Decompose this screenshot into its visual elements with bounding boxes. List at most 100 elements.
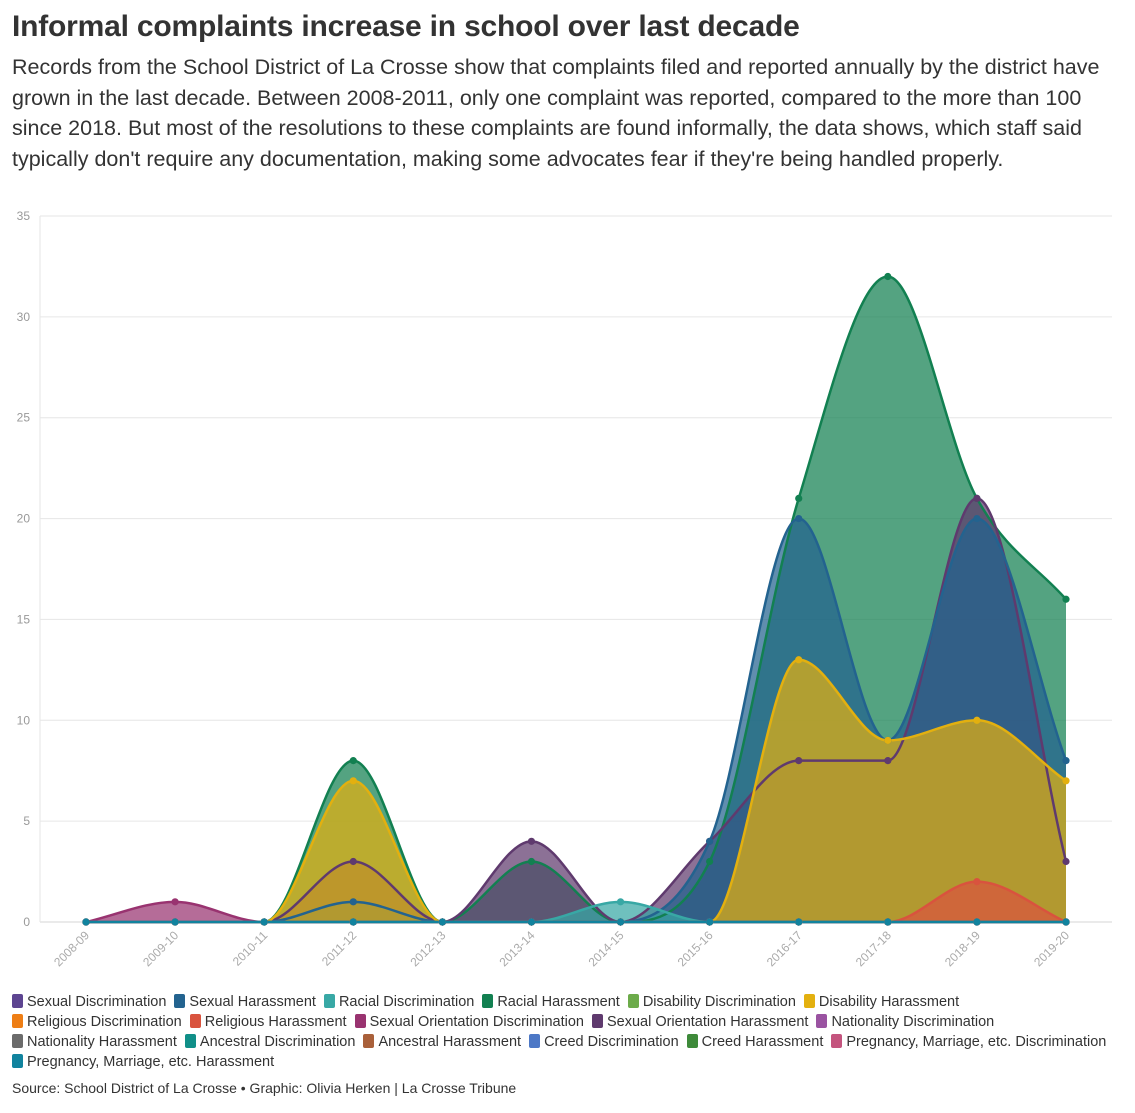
- legend-label: Nationality Harassment: [27, 1034, 177, 1050]
- x-axis-ticks: 2008-09 2009-10 2010-11 2011-12 2012-13 2013-…: [51, 928, 1072, 969]
- legend-swatch: [12, 1014, 23, 1028]
- legend-item-creed-discrimination[interactable]: Creed Discrimination: [529, 1032, 679, 1052]
- point-racial-harassment[interactable]: [795, 494, 803, 502]
- point-sexual-harassment[interactable]: [349, 898, 357, 906]
- legend-item-creed-harassment[interactable]: Creed Harassment: [686, 1032, 823, 1052]
- area-chart: 0 5 10 15 20 25 30 35 2008-09 2009-10 2010-11 2011…: [17, 209, 1112, 969]
- legend-swatch: [12, 994, 23, 1008]
- point-pregnancy-marriage-etc-harassment[interactable]: [438, 918, 446, 926]
- point-sexual-harassment[interactable]: [973, 514, 981, 523]
- legend-item-nationality-discrimination[interactable]: Nationality Discrimination: [816, 1012, 994, 1032]
- point-pregnancy-marriage-etc-harassment[interactable]: [1062, 918, 1070, 926]
- legend-swatch: [831, 1034, 843, 1048]
- point-racial-harassment[interactable]: [706, 857, 714, 866]
- point-racial-discrimination[interactable]: [616, 898, 625, 906]
- x-tick-label: 2011-12: [319, 928, 360, 969]
- y-tick-label: 35: [17, 209, 31, 223]
- point-pregnancy-marriage-etc-harassment[interactable]: [349, 918, 357, 926]
- legend-swatch: [816, 1014, 828, 1028]
- legend-swatch: [174, 994, 186, 1008]
- legend-item-disability-discrimination[interactable]: Disability Discrimination: [627, 992, 796, 1012]
- point-pregnancy-marriage-etc-harassment[interactable]: [706, 918, 714, 926]
- area-religious-harassment: [86, 881, 1066, 922]
- legend-swatch: [803, 994, 815, 1008]
- y-tick-label: 0: [23, 915, 30, 929]
- legend-swatch: [323, 994, 335, 1008]
- point-pregnancy-marriage-etc-harassment[interactable]: [795, 918, 803, 926]
- legend-label: Religious Discrimination: [27, 1014, 182, 1030]
- point-pregnancy-marriage-etc-harassment[interactable]: [527, 918, 536, 926]
- legend-item-sexual-discrimination[interactable]: Sexual Discrimination: [12, 992, 166, 1012]
- y-tick-label: 5: [23, 814, 30, 828]
- legend-label: Ancestral Discrimination: [199, 1034, 356, 1050]
- point-sexual-orientation-harassment[interactable]: [1062, 857, 1070, 866]
- legend-item-pregnancy-marriage-etc-discrimination[interactable]: Pregnancy, Marriage, etc. Discrimination: [831, 1032, 1106, 1052]
- legend-swatch: [184, 1034, 196, 1048]
- legend-item-religious-harassment[interactable]: Religious Harassment: [189, 1012, 347, 1032]
- legend-item-pregnancy-marriage-etc-harassment[interactable]: Pregnancy, Marriage, etc. Harassment: [12, 1052, 274, 1072]
- x-tick-label: 2008-09: [51, 928, 92, 969]
- point-racial-harassment[interactable]: [884, 272, 892, 281]
- source-credit: Source: School District of La Crosse • G…: [12, 1080, 517, 1096]
- point-disability-harassment[interactable]: [1062, 777, 1070, 785]
- legend-label: Religious Harassment: [204, 1014, 347, 1030]
- point-disability-harassment[interactable]: [795, 656, 803, 664]
- x-tick-label: 2014-15: [586, 928, 627, 969]
- point-disability-harassment[interactable]: [884, 736, 892, 745]
- x-tick-label: 2012-13: [407, 928, 448, 969]
- x-tick-label: 2019-20: [1031, 928, 1072, 969]
- point-sexual-orientation-harassment[interactable]: [973, 494, 981, 502]
- point-sexual-orientation-harassment[interactable]: [527, 837, 536, 845]
- point-racial-harassment[interactable]: [349, 757, 357, 765]
- point-pregnancy-marriage-etc-harassment[interactable]: [171, 918, 179, 926]
- legend-label: Sexual Harassment: [189, 994, 316, 1010]
- y-tick-label: 15: [17, 612, 31, 626]
- legend-swatch: [529, 1034, 541, 1048]
- point-sexual-harassment[interactable]: [1062, 757, 1070, 765]
- point-sexual-harassment[interactable]: [706, 837, 714, 845]
- point-pregnancy-marriage-etc-harassment[interactable]: [884, 918, 892, 926]
- area-disability-harassment: [86, 659, 1066, 922]
- x-tick-label: 2013-14: [497, 928, 538, 969]
- legend-item-ancestral-discrimination[interactable]: Ancestral Discrimination: [184, 1032, 356, 1052]
- point-sexual-orientation-harassment[interactable]: [795, 757, 803, 765]
- legend-item-religious-discrimination[interactable]: Religious Discrimination: [12, 1012, 182, 1032]
- point-racial-harassment[interactable]: [1062, 595, 1070, 603]
- x-tick-label: 2015-16: [675, 928, 716, 969]
- legend-swatch: [627, 994, 639, 1008]
- point-pregnancy-marriage-etc-harassment[interactable]: [973, 918, 981, 926]
- point-sexual-orientation-discrimination[interactable]: [171, 898, 179, 906]
- x-tick-label: 2018-19: [942, 928, 983, 969]
- data-points: [82, 272, 1070, 926]
- legend-item-racial-discrimination[interactable]: Racial Discrimination: [323, 992, 474, 1012]
- point-sexual-harassment[interactable]: [795, 514, 803, 523]
- point-racial-harassment[interactable]: [527, 857, 536, 866]
- y-axis-ticks: 0 5 10 15 20 25 30 35: [17, 209, 31, 929]
- point-disability-harassment[interactable]: [973, 716, 981, 724]
- legend-item-ancestral-harassment[interactable]: Ancestral Harassment: [363, 1032, 521, 1052]
- legend-label: Racial Harassment: [497, 994, 620, 1010]
- point-disability-harassment[interactable]: [349, 777, 357, 785]
- legend-label: Creed Discrimination: [544, 1034, 679, 1050]
- point-sexual-orientation-harassment[interactable]: [884, 757, 892, 765]
- legend-swatch: [12, 1054, 23, 1068]
- legend-label: Pregnancy, Marriage, etc. Harassment: [27, 1054, 275, 1070]
- point-pregnancy-marriage-etc-harassment[interactable]: [616, 918, 625, 926]
- point-pregnancy-marriage-etc-harassment[interactable]: [82, 918, 90, 926]
- point-sexual-orientation-harassment[interactable]: [349, 857, 357, 866]
- legend-item-disability-harassment[interactable]: Disability Harassment: [803, 992, 959, 1012]
- legend-label: Disability Discrimination: [642, 994, 796, 1010]
- legend-item-nationality-harassment[interactable]: Nationality Harassment: [12, 1032, 177, 1052]
- legend-item-sexual-harassment[interactable]: Sexual Harassment: [174, 992, 316, 1012]
- legend-swatch: [591, 1014, 603, 1028]
- legend-item-sexual-orientation-harassment[interactable]: Sexual Orientation Harassment: [591, 1012, 808, 1032]
- point-religious-harassment[interactable]: [973, 878, 981, 886]
- legend-label: Ancestral Harassment: [378, 1034, 522, 1050]
- legend-item-sexual-orientation-discrimination[interactable]: Sexual Orientation Discrimination: [354, 1012, 584, 1032]
- chart-subtitle: Records from the School District of La C…: [12, 55, 1100, 171]
- legend-swatch: [12, 1034, 23, 1048]
- line-sexual-harassment: [86, 517, 1068, 924]
- legend-label: Pregnancy, Marriage, etc. Discrimination: [846, 1034, 1107, 1050]
- point-pregnancy-marriage-etc-harassment[interactable]: [260, 918, 268, 926]
- legend-item-racial-harassment[interactable]: Racial Harassment: [482, 992, 620, 1012]
